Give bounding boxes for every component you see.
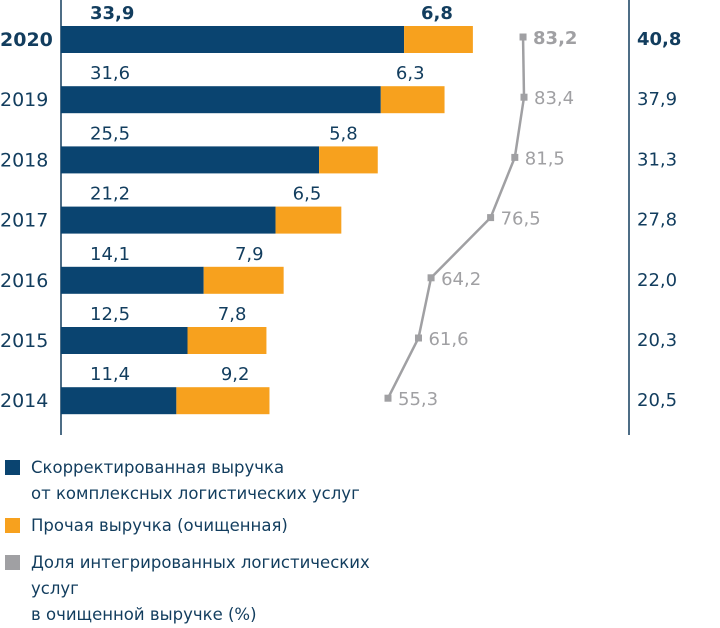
bar-adjusted-revenue	[61, 327, 188, 354]
share-point	[487, 214, 495, 222]
data-label-share: 61,6	[428, 329, 468, 350]
data-label-share: 64,2	[441, 269, 481, 290]
year-label: 2015	[0, 330, 48, 352]
bar-other-revenue	[319, 146, 378, 174]
year-label: 2020	[0, 29, 53, 51]
year-label: 2017	[0, 210, 48, 232]
data-label-other: 6,8	[421, 3, 453, 24]
total-label: 22,0	[637, 270, 677, 291]
bar-adjusted-revenue	[61, 266, 204, 294]
data-label-adjusted: 31,6	[90, 63, 130, 84]
bar-adjusted-revenue	[61, 86, 381, 114]
data-label-share: 83,2	[533, 28, 577, 49]
data-label-share: 81,5	[525, 148, 565, 169]
data-label-adjusted: 12,5	[90, 304, 130, 325]
data-label-other: 7,9	[235, 244, 264, 265]
year-label: 2018	[0, 149, 48, 171]
data-label-share: 76,5	[501, 209, 541, 230]
legend-label: Прочая выручка (очищенная)	[31, 516, 288, 535]
legend-swatch-orange	[5, 518, 20, 533]
bar-adjusted-revenue	[61, 146, 320, 174]
year-label: 2016	[0, 270, 48, 292]
chart: 2020 33,9 6,8 83,2 40,8 2019 31,6 6,3 83,4 37,9 20…	[0, 0, 681, 435]
year-label: 2014	[0, 390, 48, 412]
data-label-share: 55,3	[398, 389, 438, 410]
legend-swatch-dark-blue	[5, 460, 20, 475]
share-point	[427, 274, 435, 282]
data-label-adjusted: 21,2	[90, 184, 130, 205]
legend-label: Доля интегрированных логистических услуг	[31, 553, 370, 598]
bar-adjusted-revenue	[61, 26, 405, 53]
data-label-other: 6,5	[293, 184, 322, 205]
data-label-other: 9,2	[221, 364, 250, 385]
total-label: 20,5	[637, 390, 677, 411]
share-point	[414, 334, 422, 342]
bar-other-revenue	[187, 327, 267, 354]
data-label-adjusted: 14,1	[90, 244, 130, 265]
legend-item-share: Доля интегрированных логистических услуг…	[5, 550, 371, 628]
data-label-adjusted: 33,9	[90, 3, 134, 24]
share-point	[384, 394, 392, 402]
total-label: 20,3	[637, 330, 677, 351]
share-point	[519, 33, 527, 41]
data-label-adjusted: 11,4	[90, 364, 130, 385]
legend-label: Скорректированная выручка	[31, 458, 285, 477]
legend-label: от комплексных логистических услуг	[31, 484, 360, 503]
data-label-share: 83,4	[534, 88, 574, 109]
bar-other-revenue	[176, 387, 270, 415]
year-label: 2019	[0, 89, 48, 111]
total-label: 37,9	[637, 89, 677, 110]
bar-other-revenue	[275, 206, 342, 234]
legend-item-other-revenue: Прочая выручка (очищенная)	[5, 513, 371, 539]
bar-other-revenue	[404, 26, 473, 53]
total-label: 27,8	[637, 210, 677, 231]
bar-adjusted-revenue	[61, 206, 276, 234]
total-label: 40,8	[637, 29, 681, 50]
data-label-adjusted: 25,5	[90, 123, 130, 144]
data-label-other: 6,3	[396, 63, 425, 84]
bar-other-revenue	[203, 266, 284, 294]
bar-other-revenue	[380, 86, 445, 114]
legend-item-adjusted-revenue: Скорректированная выручка от комплексных …	[5, 455, 371, 507]
share-point	[520, 93, 528, 101]
data-label-other: 5,8	[329, 123, 358, 144]
share-point	[511, 153, 519, 161]
bar-adjusted-revenue	[61, 387, 177, 415]
legend-label: в очищенной выручке (%)	[31, 605, 257, 624]
total-label: 31,3	[637, 149, 677, 170]
data-label-other: 7,8	[218, 304, 247, 325]
legend-swatch-gray	[5, 555, 20, 570]
